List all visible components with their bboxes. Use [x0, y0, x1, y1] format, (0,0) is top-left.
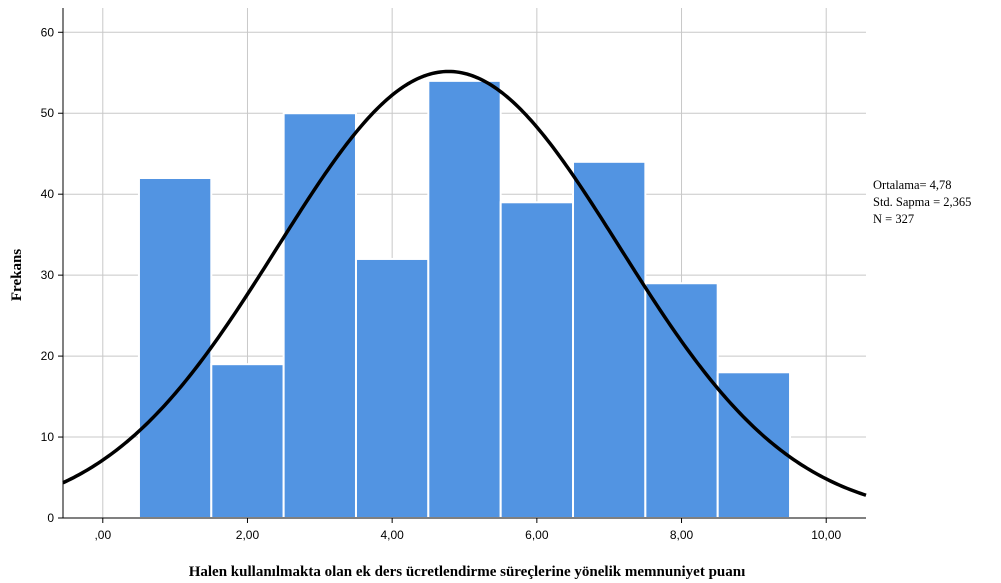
- stat-mean: Ortalama= 4,78: [873, 178, 952, 192]
- y-tick-label: 50: [41, 106, 55, 120]
- x-tick-labels: ,00 2,00 4,00 6,00 8,00 10,00: [94, 528, 841, 542]
- axes: [58, 8, 866, 523]
- y-tick-label: 0: [47, 511, 54, 525]
- stat-std: Std. Sapma = 2,365: [873, 195, 971, 209]
- stat-n: N = 327: [873, 212, 914, 226]
- y-tick-label: 20: [41, 349, 55, 363]
- histogram-bar: [499, 201, 575, 520]
- x-axis-title: Halen kullanılmakta olan ek ders ücretle…: [189, 564, 746, 580]
- x-tick-label: 2,00: [236, 528, 260, 542]
- x-tick-label: 6,00: [525, 528, 549, 542]
- histogram-bar: [572, 160, 647, 520]
- histogram-bar: [137, 177, 213, 519]
- y-tick-label: 30: [41, 268, 55, 282]
- histogram-bar: [427, 79, 502, 519]
- x-tick-label: 10,00: [811, 528, 841, 542]
- histogram-bar: [210, 363, 285, 520]
- y-tick-label: 60: [41, 25, 55, 39]
- histogram-bar: [354, 257, 430, 519]
- histogram-bar: [644, 282, 719, 519]
- stats-box: Ortalama= 4,78 Std. Sapma = 2,365 N = 32…: [873, 178, 971, 226]
- histogram-bar: [282, 112, 357, 519]
- histogram-bars: [137, 79, 792, 520]
- y-tick-label: 40: [41, 187, 55, 201]
- normal-curve: [62, 69, 867, 497]
- y-axis-title: Frekans: [9, 249, 25, 301]
- x-tick-label: 4,00: [380, 528, 404, 542]
- histogram-bar: [716, 371, 792, 519]
- y-tick-labels: 0 10 20 30 40 50 60: [41, 25, 55, 525]
- x-tick-label: ,00: [94, 528, 111, 542]
- y-tick-label: 10: [41, 430, 55, 444]
- x-tick-label: 8,00: [670, 528, 694, 542]
